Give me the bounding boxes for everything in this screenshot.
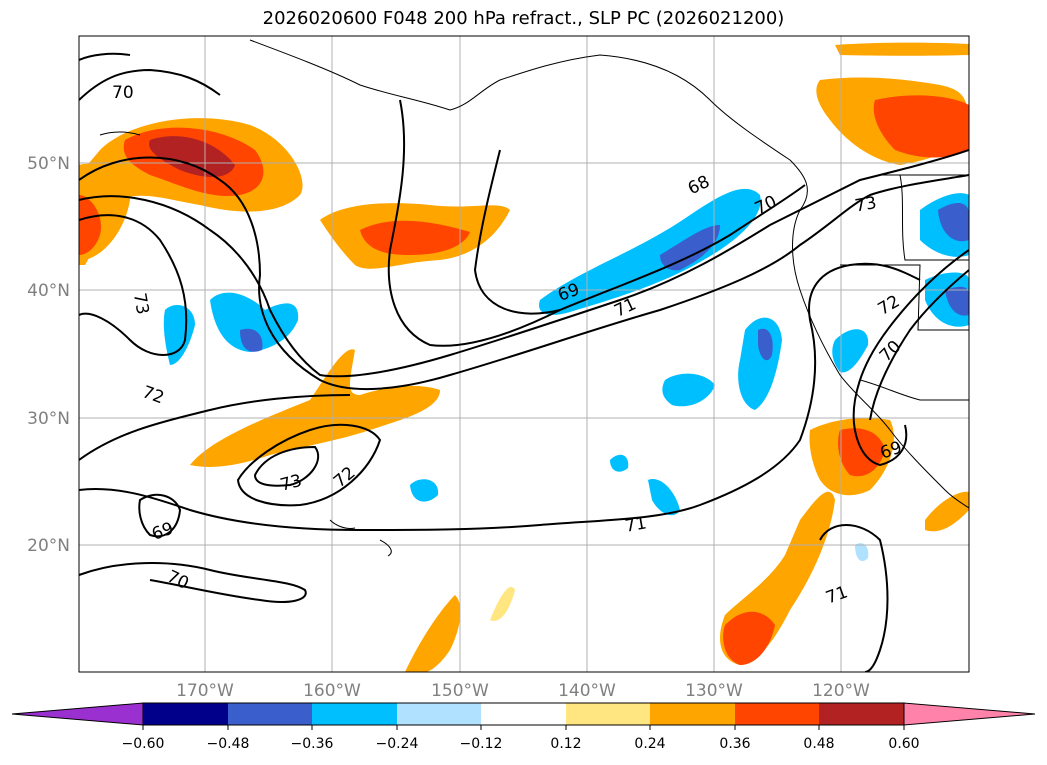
svg-text:120°W: 120°W [812,681,870,701]
lon-tick-labels: 170°W 160°W 150°W 140°W 130°W 120°W [176,681,870,701]
colorbar-swatch [819,703,904,725]
map-frame [78,35,970,673]
colorbar-tick: −0.60 [122,736,165,752]
colorbar-tick: 0.60 [888,736,919,752]
colorbar: −0.60 −0.48 −0.36 −0.24 −0.12 0.12 0.24 … [11,702,1036,752]
graticule [79,36,969,672]
colorbar-tick: −0.48 [207,736,250,752]
lat-tick-labels: 20°N 30°N 40°N 50°N [27,154,70,556]
colorbar-swatch [566,703,650,725]
map-title: 2026020600 F048 200 hPa refract., SLP PC… [262,8,785,29]
negative-anomaly-fills [163,188,969,562]
colorbar-extend-high [903,702,1036,726]
colorbar-swatch [735,703,819,725]
positive-anomaly-fills [79,42,969,672]
colorbar-tick: −0.12 [460,736,503,752]
colorbar-tick: −0.36 [291,736,334,752]
svg-text:130°W: 130°W [685,681,743,701]
svg-text:30°N: 30°N [27,409,70,429]
svg-text:73: 73 [129,291,152,316]
svg-text:70: 70 [112,83,134,103]
colorbar-tick: −0.24 [376,736,419,752]
colorbar-tick: 0.24 [634,736,665,752]
svg-text:40°N: 40°N [27,281,70,301]
svg-text:20°N: 20°N [27,536,70,556]
svg-text:170°W: 170°W [176,681,234,701]
colorbar-tick: 0.48 [803,736,834,752]
svg-text:160°W: 160°W [303,681,361,701]
coastlines [99,39,969,557]
svg-text:71: 71 [623,513,648,536]
colorbar-swatch [481,703,566,725]
svg-text:73: 73 [853,193,878,216]
colorbar-swatch [650,703,735,725]
colorbar-tick: 0.36 [719,736,750,752]
slp-contours [79,52,969,672]
colorbar-swatch [228,703,312,725]
svg-text:140°W: 140°W [558,681,616,701]
colorbar-swatch [397,703,481,725]
colorbar-frame [142,702,905,726]
svg-text:150°W: 150°W [431,681,489,701]
colorbar-swatch [312,703,397,725]
colorbar-tick: 0.12 [550,736,581,752]
colorbar-extend-low [11,702,144,726]
svg-text:50°N: 50°N [27,154,70,174]
colorbar-swatch [143,703,228,725]
